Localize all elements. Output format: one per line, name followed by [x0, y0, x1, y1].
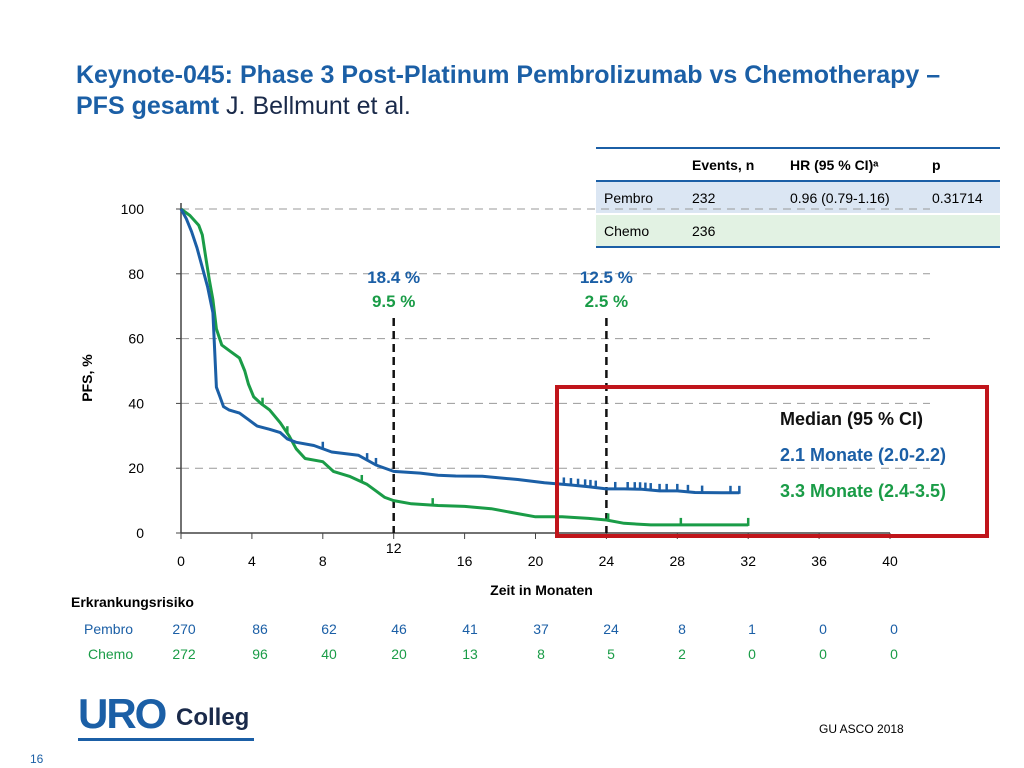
risk-cell: 24 [603, 621, 619, 637]
title-author: J. Bellmunt et al. [219, 92, 411, 120]
stats-row-chemo: Chemo 236 [596, 214, 1000, 248]
km-curve-pembro [179, 208, 740, 495]
x-tick-label: 16 [457, 553, 473, 569]
stats-header-row: Events, n HR (95 % CI)ᵃ p [596, 147, 1000, 182]
pembro-rate-label: 12.5 % [580, 268, 633, 287]
y-tick-label: 60 [128, 331, 144, 347]
risk-cell: 0 [819, 646, 827, 662]
y-tick-label: 80 [128, 266, 144, 282]
risk-cell: 8 [678, 621, 686, 637]
x-tick-label: 28 [670, 553, 686, 569]
stats-p [924, 214, 1000, 248]
legend-chemo-median: 3.3 Monate (2.4-3.5) [780, 481, 946, 501]
risk-cell: 272 [172, 646, 196, 662]
km-curve-chemo [180, 207, 749, 527]
stats-events: 236 [684, 214, 782, 248]
risk-cell: 62 [321, 621, 337, 637]
risk-cell: 40 [321, 646, 337, 662]
chemo-rate-label: 9.5 % [372, 292, 415, 311]
y-axis-label: PFS, % [79, 354, 95, 402]
y-tick-label: 20 [128, 460, 144, 476]
y-tick-label: 100 [121, 201, 145, 217]
median-highlight-box [555, 385, 989, 538]
x-tick-label: 24 [599, 553, 615, 569]
x-axis-label: Zeit in Monaten [490, 582, 593, 598]
page-number: 16 [30, 752, 44, 766]
stats-hr [782, 214, 924, 248]
x-tick-label: 8 [319, 553, 327, 569]
title-main: Keynote-045: Phase 3 Post-Platinum Pembr… [76, 61, 941, 120]
risk-cell: 5 [607, 646, 615, 662]
stats-p: 0.31714 [924, 181, 1000, 215]
risk-cell: 8 [537, 646, 545, 662]
legend-heading: Median (95 % CI) [780, 409, 923, 429]
x-tick-label: 36 [811, 553, 827, 569]
risk-cell: 0 [819, 621, 827, 637]
legend-pembro-median: 2.1 Monate (2.0-2.2) [780, 445, 946, 465]
risk-cell: 96 [252, 646, 268, 662]
risk-cell: 41 [462, 621, 478, 637]
source-citation: GU ASCO 2018 [819, 722, 904, 736]
stats-header-blank [596, 147, 684, 182]
x-tick-label: 20 [528, 553, 544, 569]
y-tick-label: 0 [136, 525, 144, 541]
risk-cell: 0 [748, 646, 756, 662]
x-tick-label: 32 [740, 553, 756, 569]
risk-cell: 20 [391, 646, 407, 662]
stats-arm: Chemo [596, 214, 684, 248]
pembro-rate-label: 18.4 % [367, 268, 420, 287]
x-tick-label: 0 [177, 553, 185, 569]
risk-cell: 0 [890, 646, 898, 662]
risk-cell: 86 [252, 621, 268, 637]
risk-cell: 270 [172, 621, 196, 637]
y-tick-label: 40 [128, 395, 144, 411]
risk-row-label: Pembro [84, 621, 134, 637]
risk-row-label: Chemo [88, 646, 134, 662]
risk-cell: 0 [890, 621, 898, 637]
risk-cell: 2 [678, 646, 686, 662]
slide-title: Keynote-045: Phase 3 Post-Platinum Pembr… [76, 60, 976, 122]
stats-header-p: p [924, 147, 1000, 182]
risk-cell: 37 [533, 621, 549, 637]
stats-header-hr: HR (95 % CI)ᵃ [782, 147, 924, 182]
risk-table-title: Erkrankungsrisiko [71, 594, 194, 610]
x-tick-label: 12 [386, 540, 402, 556]
urocolleg-logo: URO Colleg [78, 690, 258, 741]
stats-arm: Pembro [596, 181, 684, 215]
stats-header-events: Events, n [684, 147, 782, 182]
hazard-ratio-table: Events, n HR (95 % CI)ᵃ p Pembro 232 0.9… [596, 147, 1000, 248]
risk-cell: 1 [748, 621, 756, 637]
chemo-rate-label: 2.5 % [585, 292, 628, 311]
x-tick-label: 4 [248, 553, 256, 569]
risk-cell: 46 [391, 621, 407, 637]
x-tick-label: 40 [882, 553, 898, 569]
risk-cell: 13 [462, 646, 478, 662]
